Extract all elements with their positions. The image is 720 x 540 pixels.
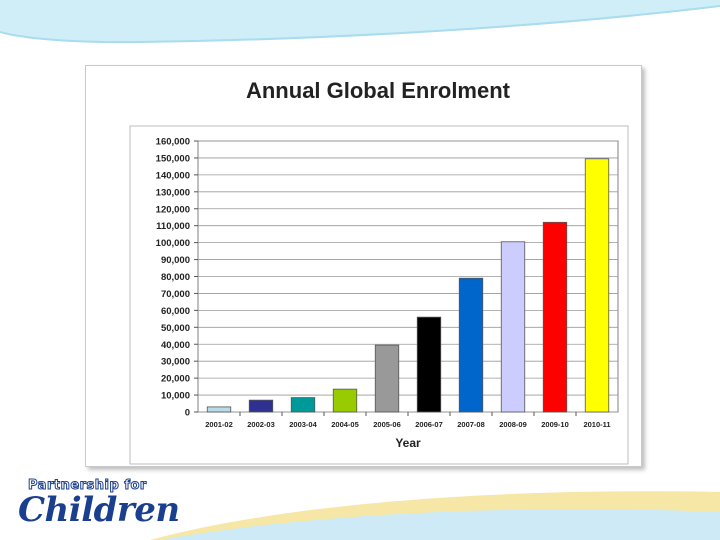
y-tick-label: 120,000 (156, 204, 190, 215)
x-tick-label: 2005-06 (373, 420, 401, 429)
x-tick-label: 2006-07 (415, 420, 443, 429)
top-wave-decoration (0, 0, 720, 43)
y-tick-label: 20,000 (161, 374, 190, 385)
bar-2003-04 (290, 397, 316, 413)
chart-frame: Annual Global Enrolment 0 10,000 20,000 30,0… (85, 65, 642, 467)
y-tick-label: 80,000 (161, 272, 190, 283)
y-tick-label: 160,000 (156, 137, 190, 148)
bar-2009-10 (542, 221, 568, 413)
chart-svg: Annual Global Enrolment 0 10,000 20,000 30,0… (129, 78, 629, 465)
x-tick-label: 2010-11 (583, 420, 610, 429)
y-tick-label: 70,000 (161, 289, 190, 300)
partnership-for-children-logo: Partnership for Children (18, 478, 180, 533)
logo-line2: Children (18, 490, 180, 530)
x-tick-label: 2002-03 (247, 420, 275, 429)
y-tick-label: 100,000 (156, 238, 190, 249)
y-tick-label: 40,000 (161, 340, 190, 351)
x-axis-label: Year (395, 436, 421, 450)
bar-2005-06 (374, 344, 400, 413)
bar-2002-03 (248, 399, 274, 413)
y-tick-label: 50,000 (161, 323, 190, 334)
x-tick-label: 2004-05 (331, 420, 359, 429)
bar-2001-02 (206, 406, 232, 413)
logo-line1: Partnership for (28, 478, 147, 494)
bottom-wave-blue (160, 509, 720, 540)
bar-2010-11 (584, 158, 610, 413)
y-tick-label: 0 (185, 408, 190, 419)
y-tick-label: 110,000 (156, 221, 190, 232)
y-tick-label: 130,000 (156, 187, 190, 198)
y-tick-label: 150,000 (156, 153, 190, 164)
y-tick-label: 90,000 (161, 255, 190, 266)
x-tick-label: 2003-04 (289, 420, 317, 429)
bar-2006-07 (416, 316, 442, 413)
y-tick-label: 140,000 (156, 170, 190, 181)
y-tick-label: 30,000 (161, 357, 190, 368)
y-tick-label: 60,000 (161, 306, 190, 317)
x-tick-label: 2001-02 (205, 420, 233, 429)
x-tick-label: 2008-09 (499, 420, 527, 429)
x-tick-label: 2009-10 (541, 420, 569, 429)
top-wave-highlight (0, 5, 720, 44)
bar-2007-08 (458, 277, 484, 413)
bar-2008-09 (500, 241, 526, 413)
chart-title: Annual Global Enrolment (246, 78, 511, 103)
y-tick-label: 10,000 (161, 391, 190, 402)
bar-2004-05 (332, 388, 358, 413)
x-tick-label: 2007-08 (457, 420, 485, 429)
